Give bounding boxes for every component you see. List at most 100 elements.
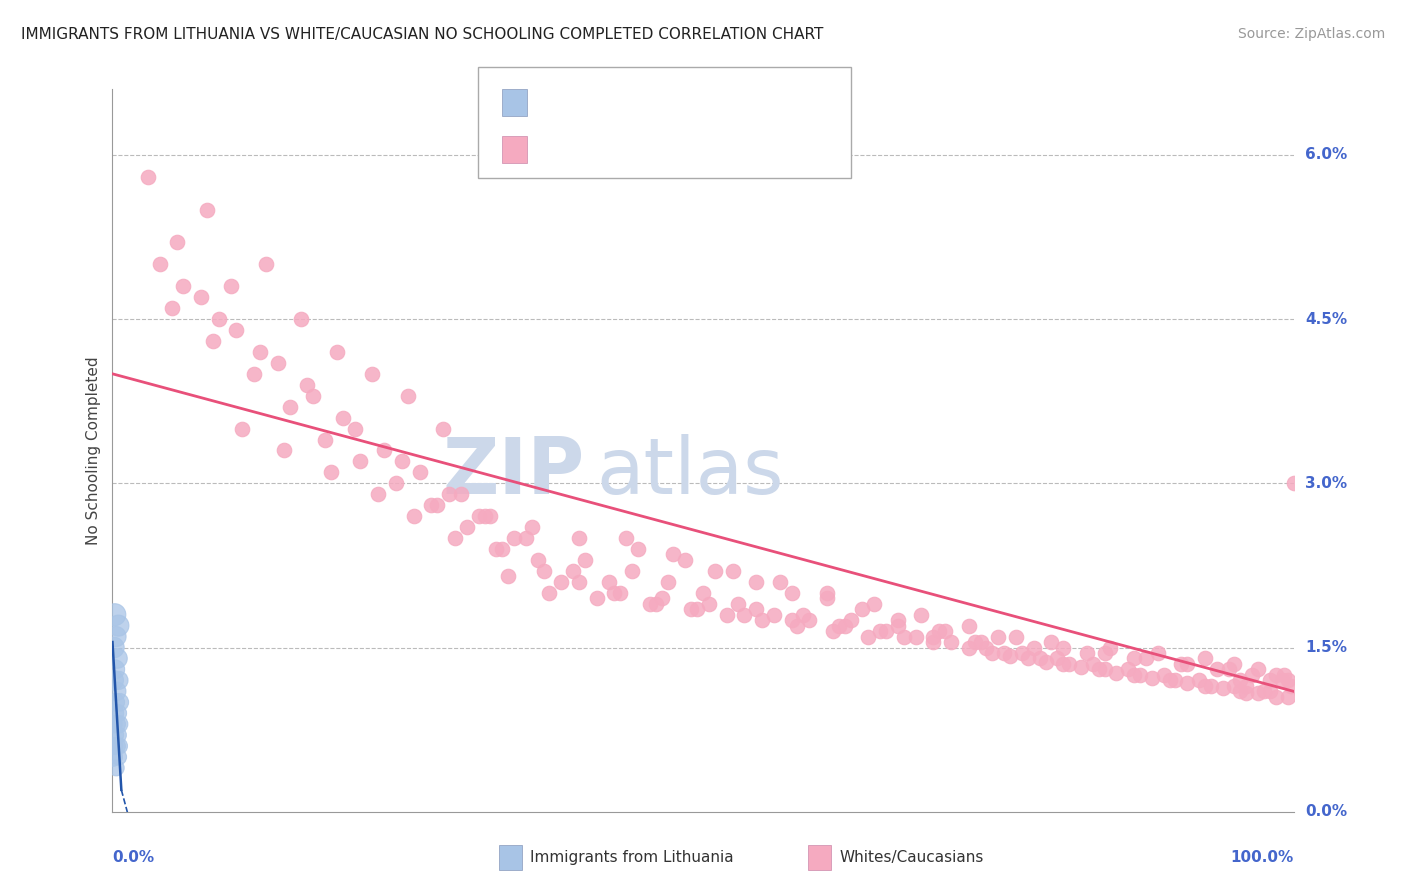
Point (1094, 662, 1116, 676)
Point (1052, 640, 1074, 655)
Point (998, 649, 1021, 664)
Point (503, 531, 526, 545)
Point (1028, 651, 1050, 665)
Point (621, 564, 644, 578)
Point (869, 624, 891, 639)
Point (987, 630, 1010, 644)
Text: 3.0%: 3.0% (1305, 475, 1347, 491)
Point (160, 301, 183, 315)
Point (254, 257, 277, 271)
Point (751, 613, 773, 627)
Point (993, 646, 1015, 660)
Point (105, 761, 128, 775)
Point (673, 553, 696, 567)
Text: Source: ZipAtlas.com: Source: ZipAtlas.com (1237, 27, 1385, 41)
Point (108, 717, 131, 731)
Point (1247, 686, 1270, 700)
Point (686, 602, 709, 616)
Point (104, 607, 127, 622)
Point (568, 574, 591, 589)
Point (1146, 646, 1168, 660)
Text: ZIP: ZIP (443, 434, 585, 510)
Point (1099, 640, 1122, 655)
Point (644, 597, 666, 611)
Point (290, 312, 312, 326)
Point (367, 487, 389, 501)
Point (1005, 630, 1028, 644)
Point (585, 591, 607, 606)
Text: IMMIGRANTS FROM LITHUANIA VS WHITE/CAUCASIAN NO SCHOOLING COMPLETED CORRELATION : IMMIGRANTS FROM LITHUANIA VS WHITE/CAUCA… (21, 27, 824, 42)
Point (981, 646, 1004, 660)
Point (1264, 668, 1286, 682)
Point (1022, 640, 1045, 655)
Point (249, 345, 271, 359)
Point (319, 466, 342, 480)
Point (733, 607, 755, 622)
Point (105, 630, 128, 644)
Point (1277, 673, 1299, 688)
Text: 0.0%: 0.0% (112, 849, 155, 864)
Point (1159, 673, 1181, 688)
Point (1229, 684, 1251, 698)
Point (1076, 646, 1098, 660)
Point (491, 541, 513, 556)
Point (1116, 662, 1139, 676)
Point (108, 739, 131, 753)
Point (231, 421, 253, 435)
Point (828, 618, 851, 632)
Point (107, 728, 129, 742)
Point (373, 443, 395, 458)
Text: R = -0.745   N = 200: R = -0.745 N = 200 (538, 141, 737, 159)
Point (136, 169, 159, 184)
Text: 0.0%: 0.0% (1305, 805, 1347, 819)
Point (201, 334, 224, 348)
Point (105, 684, 128, 698)
Text: Whites/Caucasians: Whites/Caucasians (839, 850, 984, 864)
Text: R = -0.437   N =  24: R = -0.437 N = 24 (538, 80, 730, 98)
Point (107, 651, 129, 665)
Point (108, 673, 131, 688)
Point (208, 312, 231, 326)
Point (1164, 673, 1187, 688)
Point (361, 367, 384, 381)
Point (408, 466, 430, 480)
Point (1194, 679, 1216, 693)
Point (1046, 651, 1069, 665)
Point (1258, 684, 1281, 698)
Point (1229, 673, 1251, 688)
Point (1170, 657, 1192, 671)
Point (603, 586, 626, 600)
Point (479, 509, 502, 524)
Point (533, 564, 555, 578)
Point (934, 624, 956, 639)
Point (538, 586, 561, 600)
Point (396, 389, 419, 403)
Point (904, 630, 927, 644)
Point (1175, 657, 1198, 671)
Point (1105, 665, 1128, 680)
Point (225, 323, 247, 337)
Point (792, 607, 814, 622)
Point (922, 630, 945, 644)
Point (786, 618, 808, 632)
Point (839, 613, 862, 627)
Y-axis label: No Schooling Completed: No Schooling Completed (86, 356, 101, 545)
Point (267, 356, 290, 370)
Point (456, 520, 478, 534)
Point (716, 607, 738, 622)
Point (1264, 690, 1286, 704)
Point (875, 624, 897, 639)
Point (104, 728, 127, 742)
Point (657, 574, 679, 589)
Point (780, 613, 803, 627)
Point (496, 569, 519, 583)
Point (1234, 686, 1257, 700)
Point (432, 421, 454, 435)
Point (103, 717, 125, 731)
Point (769, 574, 792, 589)
Point (105, 739, 128, 753)
Text: 6.0%: 6.0% (1305, 147, 1347, 162)
Point (278, 400, 301, 414)
Point (887, 613, 910, 627)
Point (568, 531, 591, 545)
